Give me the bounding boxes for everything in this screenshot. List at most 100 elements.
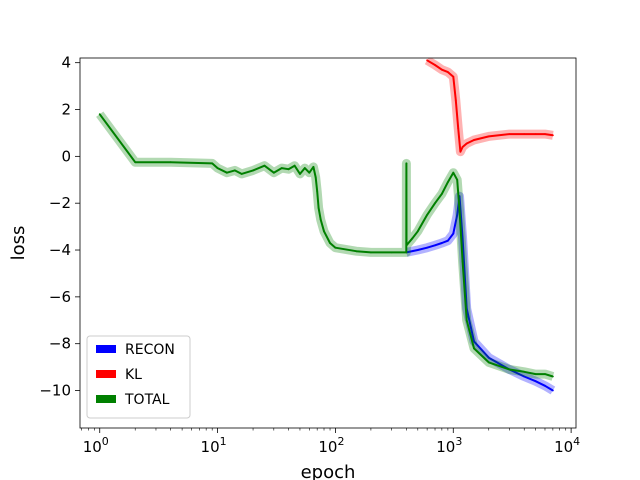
data-point-recon [544, 384, 546, 387]
data-point-total [312, 166, 315, 168]
data-point-total [426, 214, 428, 216]
axes-frame [79, 57, 577, 429]
data-point-total [319, 218, 322, 221]
data-point-total [299, 173, 301, 175]
data-point-total [169, 161, 172, 164]
y-tick-label: −8 [49, 335, 71, 353]
series-line-recon [406, 195, 554, 392]
data-point-kl [461, 146, 464, 148]
data-point-recon [534, 380, 537, 383]
data-point-kl [544, 133, 546, 136]
data-point-total [458, 209, 461, 212]
data-point-total [240, 173, 243, 175]
data-point-kl [473, 139, 475, 141]
data-point-total [523, 370, 526, 373]
legend-label-total: TOTAL [124, 392, 170, 408]
data-point-recon [434, 244, 436, 247]
data-point-total [314, 176, 317, 179]
data-point-total [293, 164, 296, 167]
data-point-total [233, 169, 236, 172]
legend-label-recon: RECON [125, 342, 175, 358]
data-point-kl [426, 59, 428, 62]
data-point-total [508, 368, 511, 371]
data-point-kl [534, 133, 537, 136]
data-point-recon [523, 375, 526, 378]
data-point-total [390, 251, 393, 254]
legend-swatch-total [96, 395, 116, 403]
y-tick-label: −10 [39, 382, 71, 400]
data-point-total [272, 171, 275, 174]
data-point-total [534, 373, 537, 375]
data-point-total [134, 161, 137, 164]
data-point-recon [452, 232, 455, 235]
data-point-total [252, 169, 255, 172]
y-tick-label: 4 [61, 54, 71, 72]
data-point-total [263, 164, 266, 167]
y-tick-label: −4 [49, 241, 71, 259]
data-point-total [308, 171, 311, 174]
data-point-kl [457, 127, 460, 130]
data-point-total [544, 373, 546, 375]
data-point-total [405, 244, 408, 247]
data-point-recon [416, 249, 419, 251]
x-axis-label: epoch [301, 462, 356, 480]
data-point-total [441, 192, 443, 195]
data-point-total [465, 319, 468, 322]
data-point-kl [523, 133, 526, 136]
data-point-total [405, 251, 408, 254]
y-axis: 4 2 0 −2 −4 −6 −8 −10 [39, 54, 80, 400]
data-point-total [211, 162, 214, 165]
data-point-total [461, 260, 464, 263]
data-point-kl [465, 142, 468, 145]
data-point-total [323, 230, 325, 233]
data-point-total [434, 202, 436, 205]
data-point-total [405, 162, 408, 165]
data-point-total [98, 113, 101, 116]
data-point-recon [441, 242, 443, 244]
data-point-total [280, 167, 283, 170]
data-point-kl [552, 134, 554, 137]
data-point-kl [434, 64, 436, 66]
y-axis-label: loss [8, 226, 29, 261]
data-point-total [416, 230, 419, 233]
data-point-total [456, 178, 459, 181]
data-point-total [216, 167, 219, 170]
data-point-total [303, 167, 306, 170]
data-point-kl [452, 75, 455, 78]
data-point-total [452, 171, 455, 174]
legend: RECON KL TOTAL [86, 335, 191, 419]
data-point-total [487, 361, 490, 364]
plot-area [96, 58, 556, 395]
data-point-total [329, 242, 331, 244]
data-point-total [552, 375, 554, 378]
legend-swatch-kl [96, 370, 116, 378]
data-point-kl [508, 133, 511, 136]
x-axis: 100 101 102 103 104 [81, 428, 580, 456]
data-point-kl [441, 68, 443, 71]
data-point-total [287, 168, 290, 171]
y-tick-label: −2 [49, 194, 71, 212]
data-point-total [473, 347, 475, 350]
y-tick-label: 2 [61, 101, 71, 119]
data-point-recon [552, 389, 554, 392]
data-point-recon [487, 356, 490, 359]
data-point-total [316, 190, 319, 193]
data-point-total [226, 171, 228, 174]
data-point-recon [447, 239, 449, 242]
data-point-recon [426, 246, 428, 249]
data-point-recon [456, 214, 459, 216]
data-point-total [370, 251, 372, 254]
y-tick-label: −6 [49, 288, 71, 306]
data-point-total [317, 207, 320, 209]
data-point-kl [459, 150, 462, 153]
data-point-kl [454, 99, 457, 102]
data-point-total [447, 181, 449, 184]
y-tick-label: 0 [61, 147, 71, 165]
data-point-total [411, 237, 414, 240]
legend-swatch-recon [96, 345, 116, 353]
data-point-kl [447, 71, 449, 73]
data-point-kl [487, 135, 490, 138]
data-point-recon [473, 340, 475, 343]
legend-label-kl: KL [125, 367, 142, 383]
